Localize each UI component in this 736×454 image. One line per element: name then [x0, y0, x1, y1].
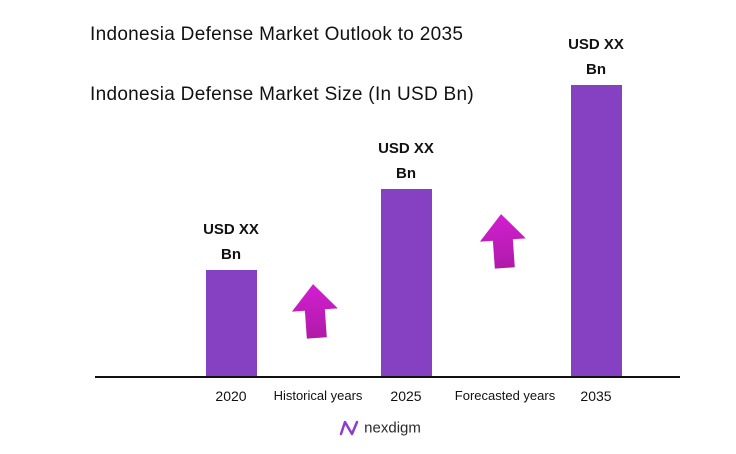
- bar: [381, 189, 432, 376]
- brand-name: nexdigm: [364, 419, 421, 437]
- chart-subtitle: Indonesia Defense Market Size (In USD Bn…: [90, 84, 475, 105]
- bar: [571, 85, 622, 376]
- x-tick-label: 2025: [390, 388, 422, 404]
- x-tick-label: 2035: [580, 388, 612, 404]
- value-label: USD XX Bn: [203, 221, 259, 263]
- x-tick-label: 2020: [215, 388, 247, 404]
- up-arrow: [479, 214, 526, 269]
- value-label: USD XX Bn: [378, 140, 434, 182]
- value-label: USD XX Bn: [568, 36, 624, 78]
- brand-icon: [339, 420, 359, 436]
- up-arrow: [291, 284, 338, 339]
- period-annotation: Forecasted years: [454, 388, 556, 403]
- bar: [206, 270, 257, 376]
- brand-logo: nexdigm: [338, 418, 421, 438]
- baseline: [95, 376, 680, 378]
- period-annotation: Historical years: [273, 388, 363, 403]
- chart-title: Indonesia Defense Market Outlook to 2035: [90, 24, 464, 45]
